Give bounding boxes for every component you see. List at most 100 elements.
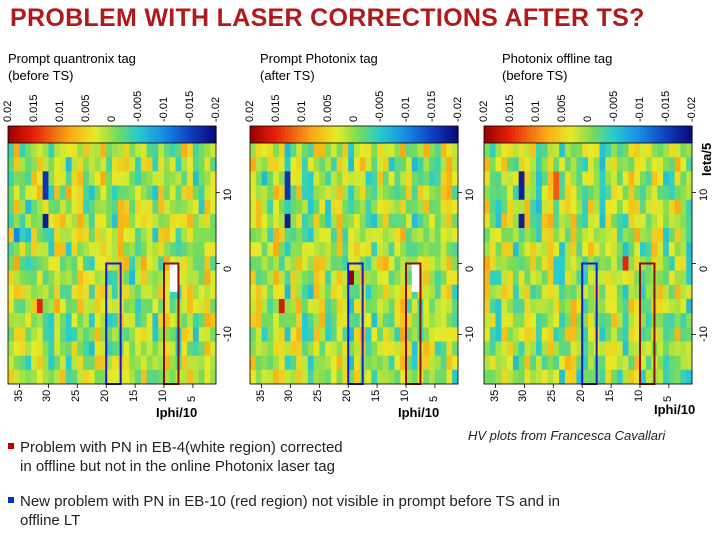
heatmap-cell [686, 270, 693, 286]
heatmap-cell [377, 284, 384, 300]
heatmap-cell [354, 341, 361, 357]
heatmap-cell [605, 171, 612, 186]
heatmap-cell [175, 213, 182, 229]
heatmap-cell [48, 242, 55, 257]
heatmap-cell [394, 228, 401, 243]
colorbar-segment [298, 126, 303, 144]
colorbar-tick-label: -0.02 [686, 96, 698, 122]
heatmap-cell [112, 171, 119, 186]
heatmap-cell [547, 298, 554, 314]
heatmap-cell [440, 213, 447, 229]
colorbar-tick-label: -0.02 [210, 96, 222, 122]
heatmap-cell [452, 327, 459, 342]
heatmap-cell [19, 213, 26, 229]
heatmap-cell [284, 355, 291, 371]
heatmap-cell [296, 157, 303, 172]
heatmap-cell [622, 298, 629, 314]
heatmap-cell [192, 228, 200, 243]
heatmap-cell [255, 298, 262, 314]
panel-1-title-line-1: Prompt quantronix tag [8, 51, 136, 66]
heatmap-cell [54, 313, 61, 328]
heatmap-cell [400, 369, 407, 385]
heatmap-cell [13, 185, 20, 201]
heatmap-cell [25, 199, 32, 215]
heatmap-cell [325, 298, 332, 314]
heatmap-cell [541, 199, 548, 215]
heatmap-cell [553, 213, 560, 229]
bullet-1-line-2: in offline but not in the online Photoni… [20, 458, 335, 475]
heatmap-cell [342, 369, 349, 385]
colorbar-segment [28, 126, 33, 144]
colorbar-segment [646, 126, 651, 144]
colorbar-segment [129, 126, 134, 144]
heatmap-cell [518, 341, 525, 357]
heatmap-cell [112, 313, 119, 328]
heatmap-cell [342, 185, 349, 201]
heatmap-cell [60, 213, 67, 229]
colorbar-segment [501, 126, 506, 144]
colorbar-tick-label: 0.02 [2, 100, 14, 122]
heatmap-cell [423, 256, 430, 271]
heatmap-cell [536, 213, 543, 229]
heatmap-cell [452, 157, 459, 172]
heatmap-cell [628, 256, 635, 271]
heatmap-cell [394, 327, 401, 342]
heatmap-cell [686, 355, 693, 371]
heatmap-cell [319, 313, 326, 328]
heatmap-cell [278, 298, 286, 314]
heatmap-cell [36, 341, 44, 357]
heatmap-cell [319, 256, 326, 271]
colorbar-segment [612, 126, 617, 144]
heatmap-cell [599, 143, 606, 158]
heatmap-cell [140, 185, 148, 201]
colorbar-segment [347, 126, 352, 144]
heatmap-cell [541, 327, 548, 342]
heatmap-cell [564, 143, 572, 158]
heatmap-cell [406, 327, 413, 342]
heatmap-cell [553, 256, 560, 271]
heatmap-cell [668, 143, 676, 158]
y-tick-label: 0 [464, 265, 476, 272]
heatmap-cell [628, 242, 635, 257]
heatmap-cell [25, 143, 32, 158]
heatmap-cell [65, 270, 72, 286]
heatmap-cell [71, 284, 78, 300]
heatmap-cell [54, 171, 61, 186]
heatmap-cell [267, 355, 274, 371]
heatmap-cell [302, 284, 309, 300]
heatmap-cell [388, 256, 395, 271]
heatmap-cell [117, 199, 124, 215]
colorbar-segment [326, 126, 331, 144]
colorbar-segment [202, 126, 207, 144]
heatmap-cell [564, 298, 572, 314]
heatmap-cell [342, 242, 349, 257]
heatmap-cell [570, 355, 577, 371]
heatmap-cell [570, 143, 577, 158]
heatmap-cell [129, 369, 136, 385]
heatmap-cell [187, 185, 194, 201]
heatmap-cell [674, 185, 681, 201]
heatmap-cell [255, 369, 262, 385]
heatmap-cell [680, 298, 687, 314]
heatmap-cell [307, 298, 314, 314]
heatmap-cell [570, 157, 577, 172]
heatmap-cell [530, 327, 537, 342]
y-tick-label: -10 [698, 326, 710, 343]
heatmap-cell [530, 284, 537, 300]
heatmap-cell [302, 228, 309, 243]
heatmap-cell [204, 298, 211, 314]
heatmap-cell [628, 213, 635, 229]
heatmap-cell [440, 228, 447, 243]
heatmap-cell [164, 327, 171, 342]
heatmap-cell [135, 228, 142, 243]
heatmap-cell [507, 327, 514, 342]
heatmap-cell [365, 185, 372, 201]
heatmap-cell [342, 284, 349, 300]
heatmap-cell [325, 171, 332, 186]
heatmap-cell [336, 355, 343, 371]
heatmap-cell [164, 213, 171, 229]
heatmap-cell [640, 213, 647, 229]
heatmap-cell [135, 355, 142, 371]
heatmap-cell [255, 341, 262, 357]
heatmap-cell [140, 228, 148, 243]
